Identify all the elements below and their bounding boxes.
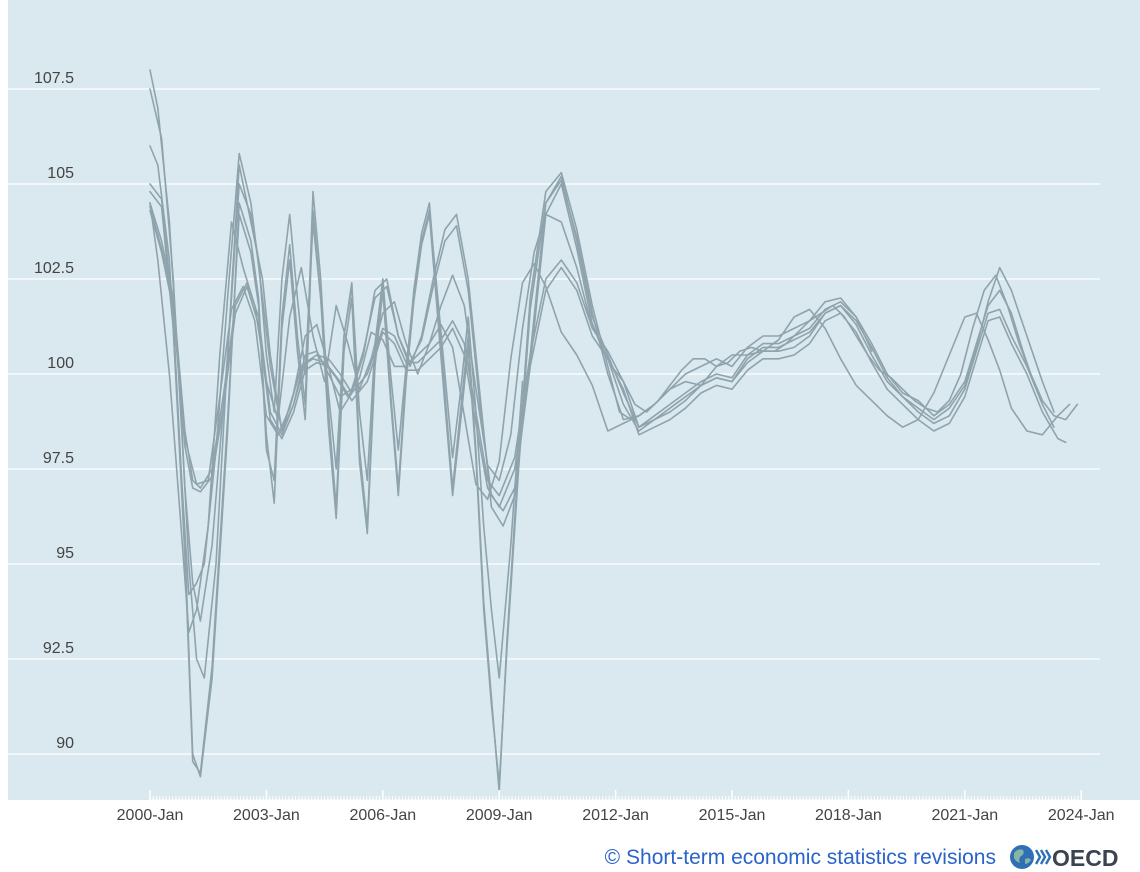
y-tick-label: 102.5 xyxy=(34,260,74,277)
series-line-2 xyxy=(149,209,1067,508)
series-line-4 xyxy=(149,145,1055,596)
x-tick-label: 2000-Jan xyxy=(117,807,184,824)
series-line-9 xyxy=(149,206,1071,501)
globe-icon xyxy=(1010,845,1034,869)
y-axis-tick-labels: 90 92.5 95 97.5 100 102.5 105 107.5 xyxy=(34,70,74,752)
y-tick-label: 107.5 xyxy=(34,70,74,87)
y-tick-label: 97.5 xyxy=(43,450,74,467)
y-tick-label: 92.5 xyxy=(43,640,74,657)
series-line-8 xyxy=(149,202,1079,634)
oecd-logo-text: OECD xyxy=(1052,845,1118,871)
series-lines xyxy=(149,69,1079,793)
credit-text: Short-term economic statistics revisions xyxy=(626,846,996,869)
series-line-6 xyxy=(149,179,873,786)
x-tick-label: 2021-Jan xyxy=(931,807,998,824)
x-tick-label: 2009-Jan xyxy=(466,807,533,824)
chevrons-icon xyxy=(1034,849,1052,865)
x-axis xyxy=(149,790,1082,801)
x-axis-tick-labels: 2000-Jan 2003-Jan 2006-Jan 2009-Jan 2012-Jan… xyxy=(117,807,1115,824)
copyright-symbol: © xyxy=(604,846,621,869)
oecd-logo[interactable]: OECD xyxy=(1008,842,1136,872)
footer: © Short-term economic statistics revision… xyxy=(0,838,1140,871)
x-tick-label: 2003-Jan xyxy=(233,807,300,824)
x-tick-label: 2015-Jan xyxy=(699,807,766,824)
x-tick-label: 2018-Jan xyxy=(815,807,882,824)
x-tick-label: 2024-Jan xyxy=(1048,807,1115,824)
series-line-3 xyxy=(149,69,1036,679)
y-tick-label: 105 xyxy=(47,165,74,182)
globe-land-shape xyxy=(1014,849,1031,864)
y-tick-label: 100 xyxy=(47,355,74,372)
y-tick-label: 95 xyxy=(56,545,74,562)
y-tick-label: 90 xyxy=(56,735,74,752)
x-tick-label: 2006-Jan xyxy=(349,807,416,824)
credit-link[interactable]: © Short-term economic statistics revision… xyxy=(605,846,996,870)
x-tick-label: 2012-Jan xyxy=(582,807,649,824)
